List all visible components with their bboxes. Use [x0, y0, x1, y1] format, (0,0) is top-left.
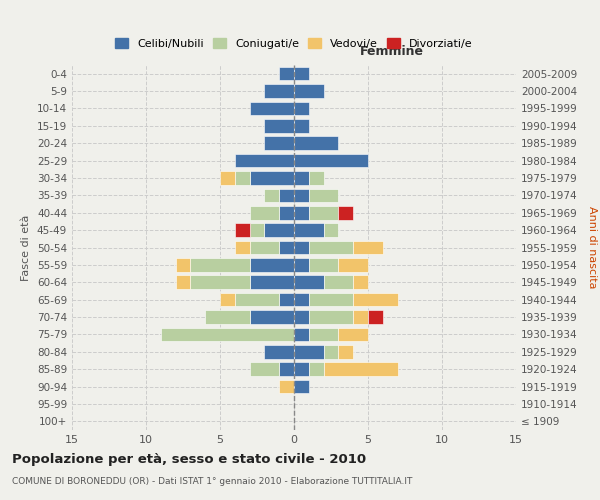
Bar [294, 328, 309, 341]
Bar [338, 328, 368, 341]
Bar [250, 240, 279, 254]
Bar [338, 206, 353, 220]
Bar [353, 293, 398, 306]
Bar [294, 84, 323, 98]
Bar [309, 293, 353, 306]
Bar [309, 188, 338, 202]
Bar [294, 119, 309, 132]
Bar [250, 171, 294, 185]
Bar [309, 310, 353, 324]
Bar [279, 293, 294, 306]
Bar [265, 136, 294, 150]
Bar [294, 67, 309, 80]
Bar [294, 276, 323, 289]
Bar [265, 119, 294, 132]
Bar [323, 362, 398, 376]
Bar [279, 67, 294, 80]
Bar [250, 276, 294, 289]
Bar [294, 258, 309, 272]
Y-axis label: Fasce di età: Fasce di età [22, 214, 31, 280]
Bar [309, 240, 353, 254]
Bar [279, 380, 294, 394]
Bar [309, 258, 338, 272]
Bar [309, 206, 338, 220]
Bar [353, 240, 383, 254]
Bar [294, 362, 309, 376]
Bar [294, 240, 309, 254]
Bar [294, 136, 338, 150]
Bar [323, 276, 353, 289]
Bar [250, 310, 294, 324]
Bar [294, 102, 309, 115]
Bar [190, 258, 250, 272]
Bar [250, 102, 294, 115]
Bar [176, 258, 190, 272]
Bar [279, 206, 294, 220]
Bar [250, 362, 279, 376]
Bar [294, 224, 323, 237]
Bar [250, 224, 265, 237]
Bar [235, 293, 279, 306]
Bar [294, 293, 309, 306]
Bar [279, 240, 294, 254]
Bar [265, 84, 294, 98]
Bar [294, 154, 368, 168]
Y-axis label: Anni di nascita: Anni di nascita [587, 206, 597, 289]
Bar [265, 345, 294, 358]
Bar [235, 154, 294, 168]
Text: COMUNE DI BORONEDDU (OR) - Dati ISTAT 1° gennaio 2010 - Elaborazione TUTTITALIA.: COMUNE DI BORONEDDU (OR) - Dati ISTAT 1°… [12, 478, 412, 486]
Bar [338, 258, 368, 272]
Bar [250, 206, 279, 220]
Text: Femmine: Femmine [359, 44, 424, 58]
Text: Popolazione per età, sesso e stato civile - 2010: Popolazione per età, sesso e stato civil… [12, 452, 366, 466]
Bar [176, 276, 190, 289]
Bar [309, 171, 323, 185]
Bar [294, 345, 323, 358]
Bar [353, 276, 368, 289]
Bar [235, 171, 250, 185]
Bar [294, 171, 309, 185]
Legend: Celibi/Nubili, Coniugati/e, Vedovi/e, Divorziati/e: Celibi/Nubili, Coniugati/e, Vedovi/e, Di… [111, 34, 477, 54]
Bar [235, 240, 250, 254]
Bar [294, 188, 309, 202]
Bar [294, 206, 309, 220]
Bar [220, 293, 235, 306]
Bar [279, 362, 294, 376]
Bar [250, 258, 294, 272]
Bar [205, 310, 250, 324]
Bar [309, 362, 323, 376]
Bar [294, 310, 309, 324]
Bar [161, 328, 294, 341]
Bar [309, 328, 338, 341]
Bar [279, 188, 294, 202]
Bar [323, 345, 338, 358]
Bar [294, 380, 309, 394]
Bar [265, 224, 294, 237]
Bar [190, 276, 250, 289]
Bar [338, 345, 353, 358]
Bar [353, 310, 368, 324]
Bar [220, 171, 235, 185]
Bar [323, 224, 338, 237]
Bar [368, 310, 383, 324]
Bar [235, 224, 250, 237]
Bar [265, 188, 279, 202]
